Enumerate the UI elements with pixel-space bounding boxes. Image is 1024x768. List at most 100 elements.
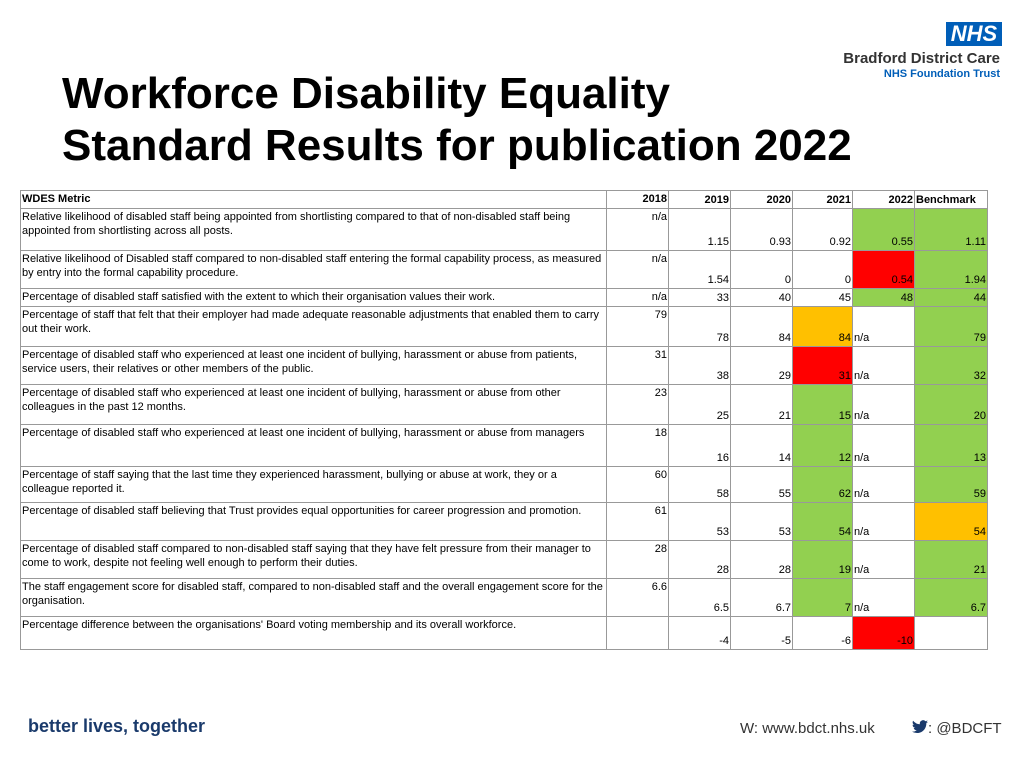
metric-cell: Percentage of disabled staff believing t…: [21, 503, 607, 541]
metric-cell: Relative likelihood of disabled staff be…: [21, 209, 607, 251]
value-cell: 53: [669, 503, 731, 541]
value-cell: 61: [607, 503, 669, 541]
value-cell: 79: [915, 307, 988, 347]
value-cell: 15: [793, 385, 853, 425]
value-cell: 19: [793, 541, 853, 579]
value-cell: 54: [915, 503, 988, 541]
value-cell: 1.15: [669, 209, 731, 251]
org-name: Bradford District Care: [843, 50, 1000, 67]
metric-cell: Percentage of staff that felt that their…: [21, 307, 607, 347]
metric-cell: Percentage of disabled staff satisfied w…: [21, 289, 607, 307]
value-cell: 84: [793, 307, 853, 347]
metric-cell: Percentage of disabled staff who experie…: [21, 425, 607, 467]
title-line: Standard Results for publication 2022: [62, 121, 852, 170]
value-cell: 38: [669, 347, 731, 385]
value-cell: n/a: [853, 347, 915, 385]
value-cell: 21: [915, 541, 988, 579]
value-cell: 16: [669, 425, 731, 467]
value-cell: -4: [669, 617, 731, 650]
value-cell: 0.93: [731, 209, 793, 251]
value-cell: 0.54: [853, 251, 915, 289]
value-cell: -6: [793, 617, 853, 650]
value-cell: 6.7: [731, 579, 793, 617]
value-cell: n/a: [853, 541, 915, 579]
value-cell: 45: [793, 289, 853, 307]
metric-cell: Percentage of disabled staff who experie…: [21, 347, 607, 385]
value-cell: 40: [731, 289, 793, 307]
metric-cell: Relative likelihood of Disabled staff co…: [21, 251, 607, 289]
twitter-icon: [912, 720, 928, 734]
value-cell: 54: [793, 503, 853, 541]
value-cell: 20: [915, 385, 988, 425]
value-cell: 32: [915, 347, 988, 385]
value-cell: n/a: [853, 307, 915, 347]
value-cell: 31: [607, 347, 669, 385]
value-cell: 0: [731, 251, 793, 289]
metric-cell: Percentage of disabled staff who experie…: [21, 385, 607, 425]
nhs-badge: NHS: [946, 22, 1002, 46]
value-cell: 23: [607, 385, 669, 425]
value-cell: 44: [915, 289, 988, 307]
value-cell: n/a: [607, 289, 669, 307]
value-cell: 7: [793, 579, 853, 617]
value-cell: 6.6: [607, 579, 669, 617]
column-header: 2018: [607, 191, 669, 209]
value-cell: 6.7: [915, 579, 988, 617]
value-cell: 79: [607, 307, 669, 347]
value-cell: 1.11: [915, 209, 988, 251]
twitter-handle: : @BDCFT: [928, 720, 1002, 737]
value-cell: n/a: [607, 251, 669, 289]
value-cell: 1.94: [915, 251, 988, 289]
value-cell: 58: [669, 467, 731, 503]
value-cell: 84: [731, 307, 793, 347]
results-table: WDES Metric 2018 2019 2020 2021 2022 Benchmark…: [20, 190, 988, 650]
value-cell: 28: [669, 541, 731, 579]
metric-cell: Percentage difference between the organi…: [21, 617, 607, 650]
column-header: 2020: [731, 191, 793, 209]
value-cell: 1.54: [669, 251, 731, 289]
value-cell: [607, 617, 669, 650]
value-cell: 0: [793, 251, 853, 289]
title: Workforce Disability Equality Standard R…: [62, 68, 852, 172]
value-cell: 28: [731, 541, 793, 579]
value-cell: 48: [853, 289, 915, 307]
value-cell: 18: [607, 425, 669, 467]
tagline: better lives, together: [28, 716, 206, 736]
trust-name: NHS Foundation Trust: [883, 68, 1000, 80]
value-cell: n/a: [853, 425, 915, 467]
metric-cell: Percentage of disabled staff compared to…: [21, 541, 607, 579]
column-header: Benchmark: [915, 191, 988, 209]
value-cell: 78: [669, 307, 731, 347]
value-cell: n/a: [853, 503, 915, 541]
value-cell: 0.55: [853, 209, 915, 251]
title-line: Workforce Disability Equality: [62, 69, 671, 118]
value-cell: 0.92: [793, 209, 853, 251]
value-cell: 14: [731, 425, 793, 467]
value-cell: n/a: [853, 579, 915, 617]
website: W: www.bdct.nhs.uk: [740, 720, 875, 737]
value-cell: 33: [669, 289, 731, 307]
value-cell: 6.5: [669, 579, 731, 617]
column-header: 2019: [669, 191, 731, 209]
value-cell: 28: [607, 541, 669, 579]
value-cell: 25: [669, 385, 731, 425]
value-cell: n/a: [853, 467, 915, 503]
value-cell: 12: [793, 425, 853, 467]
column-header: 2021: [793, 191, 853, 209]
value-cell: 29: [731, 347, 793, 385]
value-cell: 59: [915, 467, 988, 503]
value-cell: -10: [853, 617, 915, 650]
value-cell: 62: [793, 467, 853, 503]
column-header: WDES Metric: [21, 191, 607, 209]
value-cell: 60: [607, 467, 669, 503]
value-cell: n/a: [607, 209, 669, 251]
metric-cell: The staff engagement score for disabled …: [21, 579, 607, 617]
value-cell: 53: [731, 503, 793, 541]
value-cell: 31: [793, 347, 853, 385]
value-cell: 21: [731, 385, 793, 425]
value-cell: 13: [915, 425, 988, 467]
metric-cell: Percentage of staff saying that the last…: [21, 467, 607, 503]
value-cell: 55: [731, 467, 793, 503]
value-cell: [915, 617, 988, 650]
